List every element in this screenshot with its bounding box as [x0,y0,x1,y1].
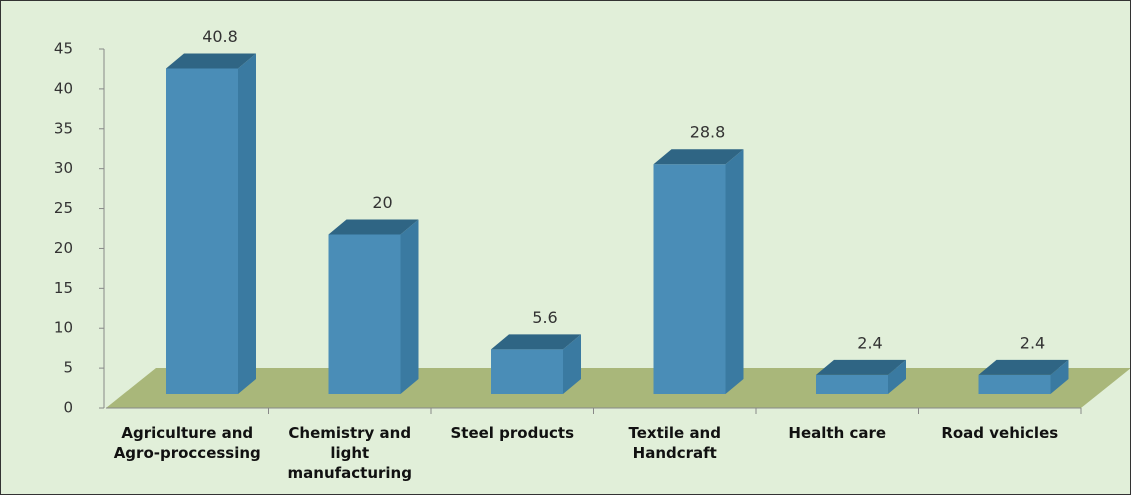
bar-side [563,334,581,394]
y-tick-label: 45 [54,40,73,58]
y-tick-label: 40 [54,79,73,97]
bar-front [816,374,888,394]
y-tick-label: 35 [54,119,73,137]
floor [106,368,1130,408]
x-tick-label: Steel products [450,424,575,442]
bar [328,219,419,394]
value-label: 20 [372,193,392,212]
bar [166,53,256,395]
bar-top [491,334,581,350]
bar [816,359,906,394]
bar-front [978,374,1051,394]
y-tick-label: 25 [54,199,73,217]
y-tick-label: 15 [54,279,73,297]
value-label: 2.4 [857,333,882,352]
x-tick-label: Road vehicles [941,424,1059,442]
bar-side [400,219,419,394]
bar-top [328,219,419,235]
value-label: 2.4 [1020,333,1045,352]
x-tick-label: Chemistry and light manufacturing [287,424,412,482]
x-tick-label: Health care [788,424,887,442]
bar-side [1050,359,1069,394]
bar-top [166,53,256,69]
bar [653,149,744,394]
value-label: 28.8 [690,123,726,142]
bar-front [166,68,238,395]
bar-top [816,359,906,375]
bar-top [978,359,1069,375]
bar-front [491,349,563,394]
bar-front [328,234,401,394]
bar [978,359,1069,394]
bar-side [888,359,906,394]
y-tick-label: 30 [54,159,73,177]
y-tick-label: 20 [54,239,73,257]
y-tick-label: 0 [63,399,73,417]
bar-front [653,164,726,394]
x-tick-label: Agriculture and Agro-proccessing [113,424,261,462]
x-tick-label: Textile and Handcraft [628,424,721,462]
y-tick-label: 5 [63,359,73,377]
value-label: 5.6 [532,308,557,327]
bar [491,334,581,394]
bar-side [238,53,256,395]
bar-side [725,149,744,394]
bar-top [653,149,744,165]
value-label: 40.8 [202,27,238,46]
y-tick-label: 10 [54,319,73,337]
